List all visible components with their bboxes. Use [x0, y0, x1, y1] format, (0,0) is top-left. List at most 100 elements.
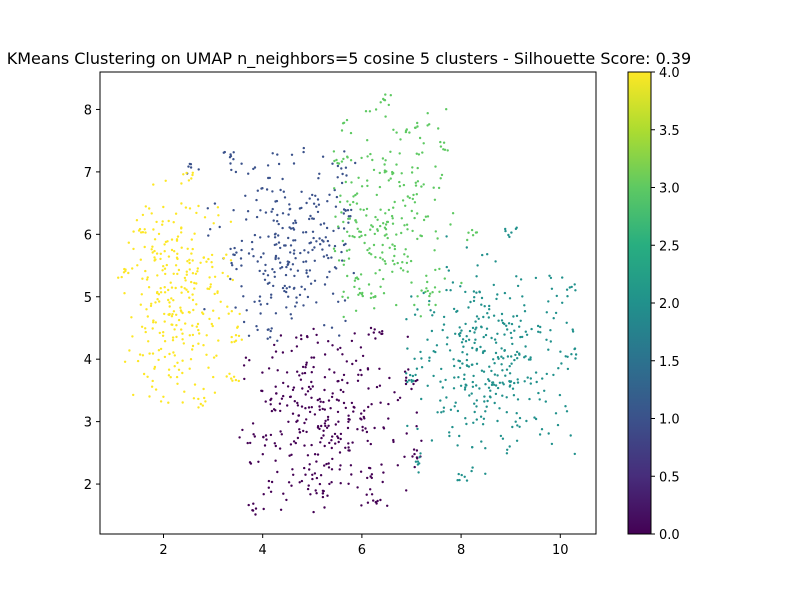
scatter-point-cluster-2	[471, 446, 474, 449]
scatter-point-cluster-0	[374, 337, 377, 340]
scatter-point-cluster-4	[212, 356, 216, 359]
scatter-point-cluster-0	[300, 337, 303, 341]
scatter-point-cluster-2	[410, 295, 413, 298]
scatter-point-cluster-0	[331, 344, 334, 347]
scatter-point-cluster-1	[330, 256, 333, 259]
scatter-point-cluster-3	[384, 262, 387, 265]
scatter-point-cluster-0	[323, 353, 327, 356]
scatter-point-cluster-2	[508, 365, 511, 368]
scatter-point-cluster-3	[335, 158, 338, 162]
scatter-point-cluster-4	[158, 300, 161, 303]
scatter-point-cluster-4	[158, 331, 161, 335]
scatter-point-cluster-3	[422, 218, 426, 222]
scatter-point-cluster-3	[439, 145, 443, 148]
scatter-point-cluster-4	[150, 248, 153, 251]
scatter-point-cluster-2	[464, 340, 468, 343]
scatter-point-cluster-1	[252, 255, 255, 258]
scatter-point-cluster-0	[324, 424, 327, 428]
scatter-point-cluster-3	[392, 128, 395, 131]
scatter-point-cluster-2	[513, 329, 516, 332]
scatter-point-cluster-2	[564, 355, 567, 358]
scatter-point-cluster-4	[231, 379, 234, 382]
scatter-point-cluster-2	[569, 434, 572, 437]
scatter-point-cluster-0	[310, 371, 313, 374]
scatter-point-cluster-0	[350, 401, 354, 405]
scatter-point-cluster-3	[392, 206, 395, 209]
scatter-point-cluster-2	[456, 309, 459, 313]
scatter-point-cluster-2	[474, 320, 477, 323]
scatter-point-cluster-0	[318, 427, 321, 431]
scatter-point-cluster-1	[309, 282, 313, 285]
scatter-point-cluster-1	[346, 209, 350, 212]
scatter-point-cluster-2	[499, 434, 503, 438]
scatter-point-cluster-0	[308, 463, 311, 466]
scatter-point-cluster-4	[188, 258, 191, 261]
scatter-point-cluster-3	[406, 270, 409, 273]
scatter-point-cluster-2	[530, 327, 533, 331]
scatter-point-cluster-1	[277, 241, 281, 244]
scatter-point-cluster-3	[383, 99, 387, 102]
scatter-point-cluster-0	[336, 348, 339, 351]
scatter-point-cluster-3	[384, 212, 387, 215]
scatter-point-cluster-3	[424, 215, 428, 218]
scatter-point-cluster-3	[403, 253, 406, 256]
scatter-point-cluster-1	[289, 244, 293, 247]
scatter-point-cluster-4	[191, 272, 195, 275]
scatter-point-cluster-0	[276, 369, 279, 372]
scatter-point-cluster-0	[246, 441, 249, 445]
scatter-point-cluster-1	[343, 299, 347, 302]
scatter-point-cluster-4	[146, 276, 149, 279]
scatter-point-cluster-3	[426, 215, 430, 218]
scatter-point-cluster-2	[485, 405, 488, 408]
scatter-point-cluster-3	[470, 228, 474, 232]
scatter-point-cluster-2	[500, 312, 504, 316]
scatter-point-cluster-4	[120, 275, 123, 279]
scatter-point-cluster-4	[190, 177, 193, 180]
scatter-point-cluster-2	[540, 428, 544, 431]
scatter-point-cluster-4	[144, 231, 147, 234]
scatter-point-cluster-2	[472, 299, 476, 303]
colorbar	[627, 71, 652, 535]
scatter-point-cluster-1	[263, 278, 267, 281]
scatter-point-cluster-4	[190, 238, 193, 241]
scatter-point-cluster-1	[232, 209, 235, 212]
scatter-point-cluster-1	[264, 263, 267, 267]
scatter-point-cluster-2	[465, 479, 469, 482]
scatter-point-cluster-1	[341, 172, 344, 176]
scatter-point-cluster-4	[163, 312, 166, 316]
scatter-point-cluster-2	[458, 434, 461, 438]
scatter-point-cluster-4	[181, 371, 184, 375]
scatter-point-cluster-0	[347, 414, 350, 417]
scatter-point-cluster-2	[473, 341, 476, 345]
scatter-point-cluster-3	[405, 261, 409, 265]
scatter-point-cluster-3	[369, 296, 373, 300]
scatter-point-cluster-2	[515, 314, 519, 318]
scatter-point-cluster-0	[329, 407, 332, 410]
scatter-point-cluster-3	[332, 150, 336, 153]
scatter-point-cluster-4	[229, 259, 233, 262]
scatter-point-cluster-2	[573, 283, 576, 286]
scatter-point-cluster-2	[524, 355, 527, 358]
scatter-point-cluster-4	[183, 287, 186, 290]
scatter-point-cluster-0	[301, 387, 304, 390]
scatter-point-cluster-2	[492, 283, 495, 287]
scatter-point-cluster-0	[316, 341, 319, 344]
scatter-point-cluster-4	[187, 310, 191, 314]
scatter-point-cluster-1	[268, 281, 271, 284]
y-tick-label: 2	[84, 478, 92, 493]
scatter-point-cluster-1	[240, 248, 243, 252]
scatter-point-cluster-3	[349, 159, 353, 162]
scatter-point-cluster-3	[374, 295, 377, 298]
scatter-point-cluster-4	[176, 252, 179, 255]
scatter-point-cluster-2	[502, 383, 505, 386]
scatter-point-cluster-3	[358, 235, 361, 239]
colorbar-tick-label: 3.5	[659, 124, 680, 139]
scatter-point-cluster-0	[370, 493, 374, 496]
scatter-point-cluster-2	[476, 264, 479, 267]
scatter-point-cluster-0	[297, 414, 300, 417]
scatter-point-cluster-2	[504, 374, 507, 377]
scatter-point-cluster-1	[267, 235, 270, 238]
scatter-point-cluster-2	[474, 338, 477, 341]
scatter-point-cluster-4	[186, 260, 189, 263]
scatter-point-cluster-2	[446, 336, 449, 339]
